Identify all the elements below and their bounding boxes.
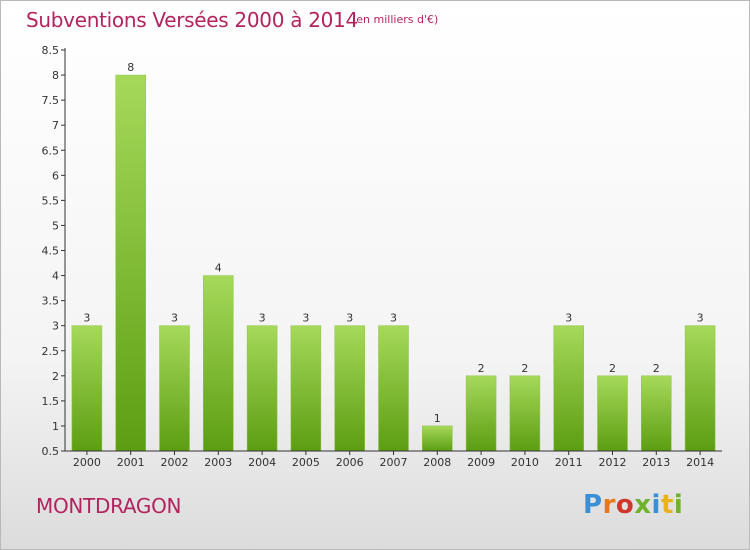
x-tick-label: 2012 xyxy=(599,456,627,469)
bars-group: 3 8 3 4 3 3 3 3 1 2 2 3 2 2 3 xyxy=(71,61,716,452)
axes-group: 0.5 1 1.5 2 2.5 3 3.5 4 4.5 5 5.5 6 6.5 7 7.5 8 8.5 2000 2… xyxy=(42,44,722,469)
bar-2008 xyxy=(422,425,453,452)
bar-value-label: 3 xyxy=(83,312,90,325)
y-tick-label: 4.5 xyxy=(42,245,60,258)
bar-2009 xyxy=(465,375,497,452)
x-tick-label: 2007 xyxy=(380,456,408,469)
bar-value-label: 3 xyxy=(390,312,397,325)
x-tick-label: 2003 xyxy=(204,456,232,469)
x-tick-label: 2014 xyxy=(686,456,714,469)
x-tick-label: 2002 xyxy=(161,456,189,469)
bar-value-label: 2 xyxy=(653,362,660,375)
x-tick-label: 2009 xyxy=(467,456,495,469)
bar-2001 xyxy=(115,74,146,452)
bar-2000 xyxy=(71,325,103,452)
city-name: MONTDRAGON xyxy=(36,494,182,518)
bar-value-label: 2 xyxy=(609,362,616,375)
y-tick-label: 0.5 xyxy=(42,445,60,458)
y-tick-label: 6.5 xyxy=(42,144,60,157)
bar-2010 xyxy=(509,375,541,452)
bar-value-label: 2 xyxy=(478,362,485,375)
y-tick-label: 7.5 xyxy=(42,94,60,107)
chart-subtitle: (en milliers d'€) xyxy=(352,13,439,26)
bar-2005 xyxy=(290,325,322,452)
y-tick-label: 5 xyxy=(52,219,59,232)
y-tick-label: 1 xyxy=(52,420,59,433)
x-tick-label: 2008 xyxy=(423,456,451,469)
bar-value-label: 3 xyxy=(565,312,572,325)
x-tick-label: 2010 xyxy=(511,456,539,469)
y-tick-label: 8.5 xyxy=(42,44,60,57)
y-tick-label: 5.5 xyxy=(42,194,60,207)
bar-value-label: 1 xyxy=(434,412,441,425)
bar-2002 xyxy=(159,325,190,452)
bar-2012 xyxy=(597,375,628,452)
bar-value-label: 2 xyxy=(521,362,528,375)
bar-value-label: 8 xyxy=(127,61,134,74)
bar-value-label: 3 xyxy=(346,312,353,325)
bar-2007 xyxy=(378,325,409,452)
x-tick-label: 2013 xyxy=(642,456,670,469)
bar-value-label: 3 xyxy=(697,312,704,325)
chart-title: Subventions Versées 2000 à 2014 xyxy=(26,8,358,32)
y-tick-label: 2 xyxy=(52,370,59,383)
y-tick-label: 7 xyxy=(52,119,59,132)
bar-2006 xyxy=(334,325,365,452)
y-tick-label: 8 xyxy=(52,69,59,82)
x-tick-label: 2006 xyxy=(336,456,364,469)
bar-2013 xyxy=(641,375,672,452)
bar-2011 xyxy=(553,325,584,452)
y-tick-label: 3 xyxy=(52,320,59,333)
x-tick-label: 2004 xyxy=(248,456,276,469)
y-tick-label: 4 xyxy=(52,270,59,283)
y-tick-label: 1.5 xyxy=(42,395,60,408)
bar-2003 xyxy=(203,275,234,452)
bar-value-label: 4 xyxy=(215,262,222,275)
x-tick-label: 2005 xyxy=(292,456,320,469)
y-tick-label: 3.5 xyxy=(42,295,60,308)
bar-value-label: 3 xyxy=(259,312,266,325)
bar-value-label: 3 xyxy=(302,312,309,325)
proxiti-logo[interactable]: Proxiti xyxy=(583,490,684,520)
x-tick-label: 2001 xyxy=(117,456,145,469)
bar-2014 xyxy=(684,325,716,452)
x-tick-label: 2000 xyxy=(73,456,101,469)
bar-value-label: 3 xyxy=(171,312,178,325)
y-tick-label: 6 xyxy=(52,169,59,182)
bar-2004 xyxy=(246,325,278,452)
x-tick-label: 2011 xyxy=(555,456,583,469)
y-tick-label: 2.5 xyxy=(42,345,60,358)
